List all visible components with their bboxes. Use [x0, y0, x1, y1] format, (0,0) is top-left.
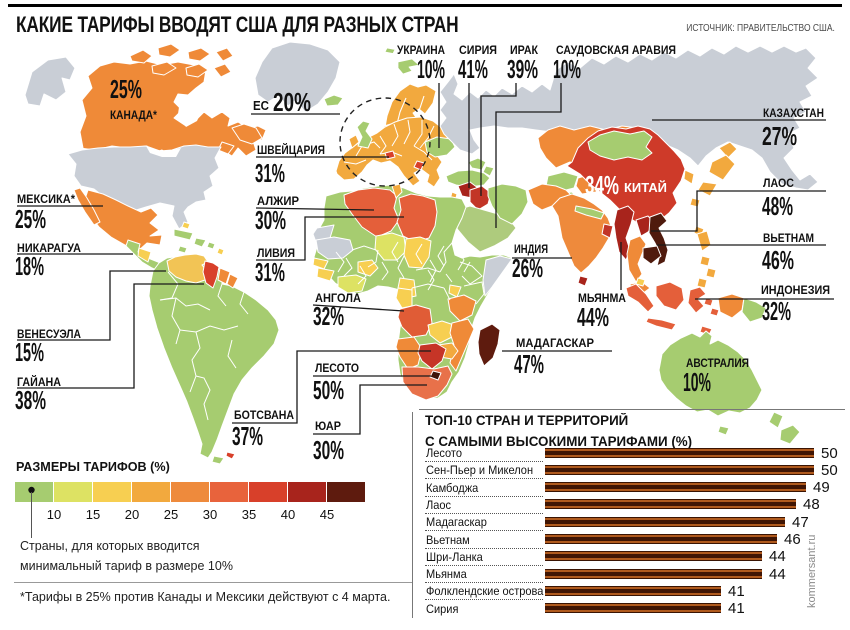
svg-text:44%: 44% — [577, 302, 609, 332]
svg-text:ЕС: ЕС — [253, 98, 270, 113]
svg-text:ИРАК: ИРАК — [510, 45, 539, 57]
svg-text:ЛЕСОТО: ЛЕСОТО — [315, 363, 359, 375]
svg-text:МЬЯНМА: МЬЯНМА — [578, 293, 626, 305]
svg-text:УКРАИНА: УКРАИНА — [397, 45, 445, 57]
svg-text:ВЕНЕСУЭЛА: ВЕНЕСУЭЛА — [17, 329, 81, 341]
svg-text:НИКАРАГУА: НИКАРАГУА — [17, 243, 81, 255]
svg-text:38%: 38% — [15, 385, 46, 415]
svg-text:15%: 15% — [15, 337, 44, 367]
svg-text:30%: 30% — [313, 435, 344, 465]
svg-text:41%: 41% — [458, 54, 488, 84]
svg-text:АЛЖИР: АЛЖИР — [257, 196, 299, 208]
svg-text:ЛАОС: ЛАОС — [763, 178, 794, 190]
svg-text:ГАЙАНА: ГАЙАНА — [17, 376, 61, 389]
svg-text:АНГОЛА: АНГОЛА — [315, 293, 361, 305]
svg-text:32%: 32% — [762, 296, 791, 326]
svg-text:ИНДОНЕЗИЯ: ИНДОНЕЗИЯ — [761, 285, 830, 297]
svg-text:25%: 25% — [110, 74, 142, 104]
svg-text:ШВЕЙЦАРИЯ: ШВЕЙЦАРИЯ — [257, 144, 325, 157]
svg-text:47%: 47% — [514, 349, 544, 379]
svg-text:ЛИВИЯ: ЛИВИЯ — [257, 248, 295, 260]
svg-text:МАДАГАСКАР: МАДАГАСКАР — [516, 338, 594, 350]
svg-text:26%: 26% — [512, 253, 543, 283]
svg-text:20%: 20% — [273, 87, 311, 117]
svg-text:31%: 31% — [255, 158, 285, 188]
svg-text:АВСТРАЛИЯ: АВСТРАЛИЯ — [686, 358, 749, 370]
svg-text:37%: 37% — [232, 421, 263, 451]
svg-text:ВЬЕТНАМ: ВЬЕТНАМ — [763, 233, 814, 245]
svg-text:32%: 32% — [313, 301, 344, 331]
svg-text:10%: 10% — [417, 54, 445, 84]
svg-text:34%: 34% — [585, 170, 619, 200]
svg-text:10%: 10% — [683, 367, 711, 397]
svg-text:25%: 25% — [15, 204, 46, 234]
svg-text:10%: 10% — [553, 54, 581, 84]
svg-text:КИТАЙ: КИТАЙ — [624, 180, 667, 195]
svg-text:31%: 31% — [255, 257, 285, 287]
svg-text:18%: 18% — [15, 251, 44, 281]
svg-text:ЮАР: ЮАР — [315, 421, 341, 433]
svg-text:39%: 39% — [507, 54, 538, 84]
svg-text:48%: 48% — [762, 191, 793, 221]
svg-text:27%: 27% — [762, 121, 797, 151]
svg-text:САУДОВСКАЯ АРАВИЯ: САУДОВСКАЯ АРАВИЯ — [556, 45, 676, 57]
svg-text:30%: 30% — [255, 205, 286, 235]
svg-text:СИРИЯ: СИРИЯ — [459, 45, 497, 57]
svg-text:КАНАДА*: КАНАДА* — [110, 110, 157, 122]
svg-text:46%: 46% — [762, 245, 794, 275]
svg-text:50%: 50% — [313, 375, 344, 405]
svg-text:КАЗАХСТАН: КАЗАХСТАН — [763, 108, 824, 120]
svg-text:БОТСВАНА: БОТСВАНА — [234, 410, 294, 422]
svg-text:ИНДИЯ: ИНДИЯ — [514, 244, 548, 256]
svg-text:МЕКСИКА*: МЕКСИКА* — [17, 194, 75, 206]
